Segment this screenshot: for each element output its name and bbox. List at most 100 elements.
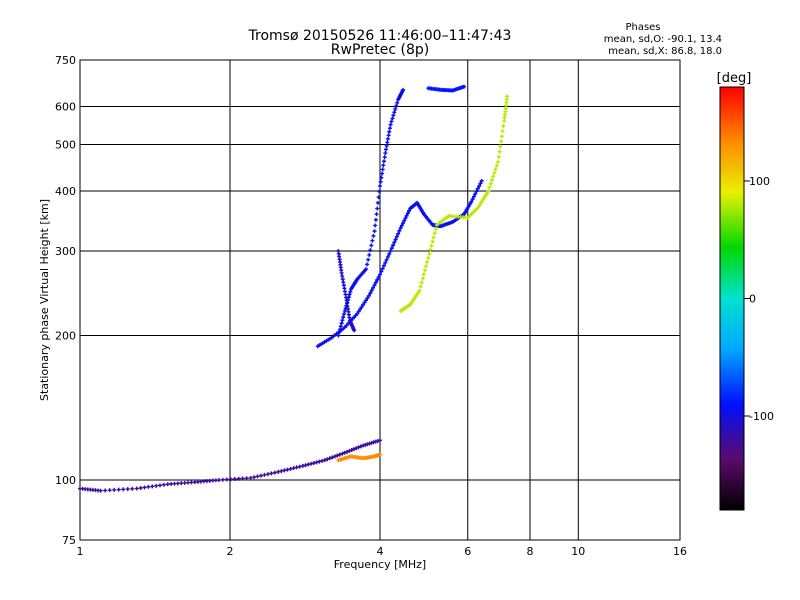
- echo-point: [179, 481, 184, 486]
- echo-point: [382, 159, 387, 164]
- echo-point: [175, 481, 180, 486]
- echo-point: [347, 292, 352, 297]
- echo-point: [428, 247, 433, 252]
- echo-point: [288, 466, 293, 471]
- echo-point: [432, 231, 437, 236]
- echo-point: [487, 185, 492, 190]
- echo-point: [383, 147, 388, 152]
- echo-point: [475, 186, 480, 191]
- plot-grid: [80, 60, 680, 540]
- echo-point: [386, 133, 391, 138]
- echo-point: [372, 229, 377, 234]
- echo-point: [258, 473, 263, 478]
- echo-point: [499, 139, 504, 144]
- echo-point: [112, 487, 117, 492]
- echo-point: [228, 477, 233, 482]
- phases-o-line: mean, sd,O: -90.1, 13.4: [604, 34, 722, 45]
- echo-point: [356, 309, 361, 314]
- echo-point: [385, 140, 390, 145]
- echo-point: [371, 285, 376, 290]
- plot-frame: [79, 59, 681, 541]
- echo-point: [373, 280, 378, 285]
- echo-point: [236, 476, 241, 481]
- echo-point: [373, 217, 378, 222]
- echo-point: [374, 212, 379, 217]
- echo-point: [427, 251, 432, 256]
- echo-point: [172, 481, 177, 486]
- echo-point: [398, 226, 403, 231]
- echo-point: [496, 154, 501, 159]
- echo-point: [224, 477, 229, 482]
- echo-point: [389, 119, 394, 124]
- echo-point: [470, 197, 475, 202]
- echo-point: [342, 312, 347, 317]
- y-tick-label: 600: [55, 101, 76, 114]
- echo-point: [401, 87, 406, 92]
- x-tick-label: 6: [464, 545, 471, 558]
- echo-point: [232, 476, 237, 481]
- x-tick-label: 1: [77, 545, 84, 558]
- echo-point: [342, 308, 347, 313]
- echo-point: [337, 327, 342, 332]
- echo-point: [347, 448, 352, 453]
- echo-point: [345, 449, 350, 454]
- echo-point: [335, 453, 340, 458]
- echo-point: [371, 233, 376, 238]
- y-tick-label: 500: [55, 139, 76, 152]
- phases-heading: Phases: [625, 22, 660, 33]
- trace-e-layer: [78, 438, 382, 493]
- y-tick-label: 75: [62, 534, 76, 547]
- trace-es-e-x-mode: [336, 452, 382, 463]
- echo-point: [422, 268, 427, 273]
- echo-point: [189, 480, 194, 485]
- echo-point: [405, 211, 410, 216]
- echo-point: [339, 321, 344, 326]
- colorbar-unit-label: [deg]: [717, 71, 752, 86]
- trace-f2-o-mode-upper-branch: [336, 87, 406, 338]
- echo-point: [158, 483, 163, 488]
- echo-point: [393, 107, 398, 112]
- echo-point: [265, 472, 270, 477]
- echo-point: [387, 251, 392, 256]
- echo-point: [182, 480, 187, 485]
- echo-point: [394, 103, 399, 108]
- trace-f-trace-2: [336, 249, 357, 333]
- echo-point: [103, 488, 108, 493]
- echo-point: [494, 163, 499, 168]
- echo-point: [493, 167, 498, 172]
- echo-point: [359, 305, 364, 310]
- x-tick-label: 16: [673, 545, 687, 558]
- trace-f2-cusp: [426, 84, 467, 93]
- echo-point: [248, 475, 253, 480]
- echo-point: [469, 199, 474, 204]
- echo-point: [291, 466, 296, 471]
- y-tick-label: 100: [55, 474, 76, 487]
- echo-point: [404, 213, 409, 218]
- echo-point: [337, 452, 342, 457]
- echo-point: [375, 277, 380, 282]
- echo-point: [358, 444, 363, 449]
- echo-point: [354, 446, 359, 451]
- echo-point: [378, 438, 382, 443]
- echo-point: [351, 447, 356, 452]
- echo-point: [161, 482, 166, 487]
- echo-point: [355, 311, 360, 316]
- echo-point: [433, 227, 438, 232]
- echo-point: [420, 276, 425, 281]
- echo-point: [142, 485, 147, 490]
- echo-point: [343, 306, 348, 311]
- echo-point: [390, 116, 395, 121]
- echo-point: [365, 296, 370, 301]
- echo-point: [376, 275, 381, 280]
- echo-point: [392, 110, 397, 115]
- echo-point: [252, 475, 257, 480]
- x-tick-label: 10: [571, 545, 585, 558]
- echo-point: [385, 136, 390, 141]
- echo-point: [282, 468, 287, 473]
- echo-point: [369, 288, 374, 293]
- echo-point: [244, 476, 249, 481]
- colorbar-tick-label: 0: [749, 293, 756, 306]
- echo-point: [426, 256, 431, 261]
- echo-point: [98, 488, 103, 493]
